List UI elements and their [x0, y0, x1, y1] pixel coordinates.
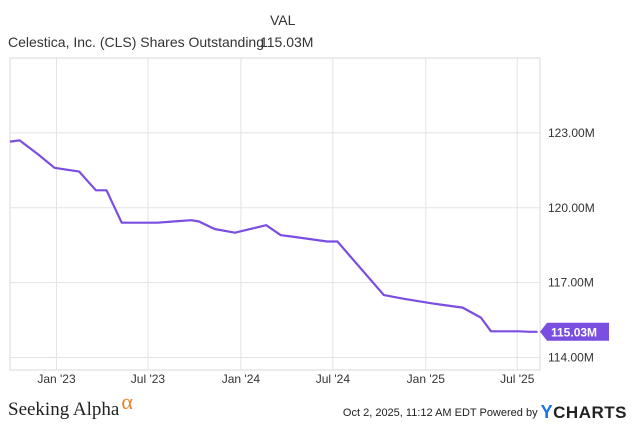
- seeking-alpha-logo[interactable]: Seeking Alphaα: [8, 389, 133, 421]
- ycharts-logo-text: CHARTS: [553, 403, 627, 422]
- seeking-alpha-wordmark: Seeking Alpha: [8, 399, 120, 420]
- y-axis: 123.00M 120.00M 117.00M 114.00M: [548, 126, 595, 365]
- x-tick-label: Jul '24: [316, 372, 351, 386]
- series-line: [9, 139, 538, 333]
- chart-header: VAL Celestica, Inc. (CLS) Shares Outstan…: [8, 4, 328, 50]
- y-tick-label: 123.00M: [548, 126, 595, 140]
- plot-area: [9, 57, 541, 371]
- x-tick-label: Jul '23: [131, 372, 166, 386]
- y-tick-label: 114.00M: [548, 351, 594, 365]
- y-tick-label: 117.00M: [548, 276, 594, 290]
- timestamp: Oct 2, 2025, 11:12 AM EDT Powered by: [342, 407, 538, 419]
- x-tick-label: Jan '23: [37, 372, 76, 386]
- last-value-label: 115.03M: [551, 325, 597, 339]
- alpha-icon: α: [121, 389, 133, 414]
- gridlines: [10, 58, 540, 370]
- x-tick-label: Jan '25: [407, 372, 446, 386]
- column-header-val: VAL: [270, 12, 296, 28]
- last-value-flag: 115.03M: [540, 322, 609, 341]
- ycharts-attribution: Oct 2, 2025, 11:12 AM EDT Powered by YCH…: [343, 402, 627, 423]
- series-current-value: 115.03M: [260, 34, 314, 50]
- x-tick-label: Jul '25: [500, 372, 535, 386]
- x-axis: Jan '23 Jul '23 Jan '24 Jul '24 Jan '25 Jul '…: [37, 372, 534, 386]
- x-tick-label: Jan '24: [222, 372, 261, 386]
- last-value-flag-shape: [540, 322, 609, 341]
- ycharts-logo-y: Y: [540, 402, 554, 422]
- y-tick-label: 120.00M: [548, 201, 595, 215]
- series-name: Celestica, Inc. (CLS) Shares Outstanding: [8, 34, 265, 50]
- ycharts-logo[interactable]: YCHARTS: [540, 402, 627, 422]
